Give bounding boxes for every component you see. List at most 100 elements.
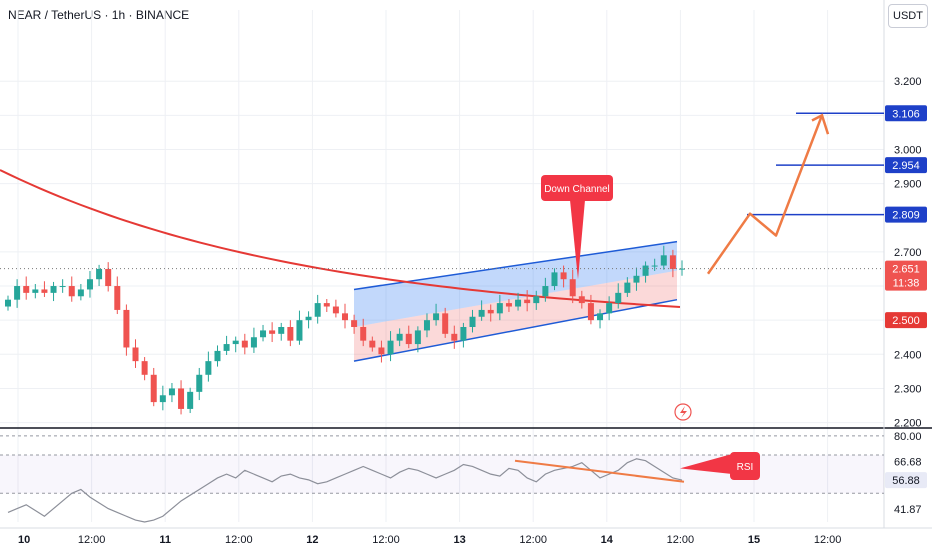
candle-body (423, 320, 430, 331)
candle (360, 318, 367, 347)
candle (59, 279, 66, 293)
candle (41, 281, 48, 297)
currency-button[interactable]: USDT (888, 4, 928, 28)
candle (232, 336, 239, 353)
candle (533, 290, 540, 310)
candle (378, 340, 385, 363)
candle (168, 382, 175, 403)
candle (141, 357, 148, 381)
candle-body (660, 255, 667, 266)
moving-average-line (0, 169, 681, 308)
time-axis[interactable]: 10 12:00 11 12:00 12 12:00 13 12:00 14 12:00 15 12:… (18, 534, 841, 546)
price-tag: 2.500 (885, 312, 927, 329)
candle (414, 326, 421, 353)
callout-label: Down Channel (544, 184, 610, 195)
candle (642, 261, 649, 283)
price-tag: 2.954 (885, 157, 927, 174)
candle (250, 327, 257, 353)
candle-body (59, 286, 66, 288)
candle (342, 303, 348, 329)
rsi-tick-label: 41.87 (894, 504, 922, 516)
price-tag: 3.106 (885, 105, 927, 122)
candle-body (187, 391, 194, 409)
candle (633, 267, 640, 291)
candle (114, 276, 121, 315)
candle-body (296, 320, 303, 341)
candle (442, 307, 449, 338)
candle-body (32, 289, 39, 293)
callout-pointer (570, 200, 585, 280)
candle (241, 333, 248, 355)
lightning-icon[interactable] (674, 403, 692, 421)
candle-body (159, 395, 166, 403)
candle (260, 324, 267, 342)
candle-body (524, 299, 531, 304)
grid (0, 10, 884, 522)
candle (123, 304, 130, 356)
candle-body (132, 347, 139, 362)
candle-body (5, 299, 11, 307)
candle (50, 281, 57, 302)
candle (405, 325, 412, 349)
candle-body (624, 282, 631, 293)
candle-body (314, 303, 321, 317)
candle-body (178, 388, 185, 409)
candle (296, 310, 303, 345)
candle (560, 265, 567, 288)
price-tick-label: 2.200 (894, 418, 922, 430)
time-tick-label: 12:00 (225, 534, 253, 546)
candle-body (196, 374, 203, 392)
candle-body (642, 265, 649, 276)
candle (524, 290, 531, 312)
candle (679, 260, 685, 276)
candle-body (14, 286, 21, 300)
candle (269, 322, 276, 343)
candle-body (478, 309, 485, 317)
rsi-tick-label: 56.88 (892, 475, 920, 487)
candle (433, 303, 440, 326)
time-tick-label: 12:00 (372, 534, 400, 546)
down-channel (353, 240, 678, 362)
candle (669, 249, 676, 278)
down-channel-callout: Down Channel (541, 175, 613, 280)
candle (32, 283, 39, 299)
candle (460, 322, 467, 348)
price-tag: 2.651 11:38 (885, 260, 927, 291)
candles (5, 245, 685, 415)
candle (150, 367, 157, 407)
candle (314, 294, 321, 324)
candle (105, 262, 112, 292)
candle (551, 268, 558, 291)
candle (496, 294, 503, 321)
chart-title: NEAR / TetherUS · 1h · BINANCE (8, 8, 190, 22)
rsi-callout-box (730, 452, 760, 480)
target-levels (747, 112, 884, 216)
candle-body (351, 320, 358, 327)
rsi-tick-label: 66.68 (894, 456, 922, 468)
candle (132, 339, 139, 368)
candle (23, 276, 30, 300)
candle-body (442, 313, 449, 334)
candle-body (615, 292, 622, 304)
candle (187, 387, 194, 414)
candle-body (96, 268, 103, 280)
candle (223, 335, 230, 355)
candle (77, 283, 84, 301)
candle (615, 283, 622, 309)
candle (159, 385, 166, 411)
candle-body (560, 272, 567, 280)
candle-body (269, 330, 276, 334)
candle-body (369, 340, 376, 348)
candle-body (141, 361, 148, 375)
time-tick-label: 12:00 (667, 534, 695, 546)
price-tick-label: 3.000 (894, 144, 922, 156)
candle-body (669, 255, 676, 269)
candle-body (597, 313, 604, 321)
candle-body (387, 340, 394, 355)
candle-body (205, 361, 212, 375)
candle (369, 336, 376, 352)
candle (606, 296, 613, 321)
projection-arrow (706, 114, 824, 275)
candle-body (332, 306, 339, 314)
